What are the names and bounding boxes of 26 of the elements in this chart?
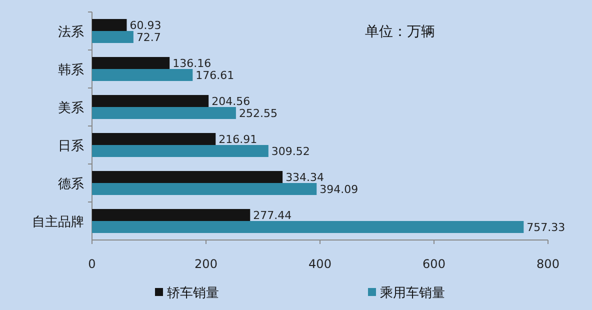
y-tick-label: 自主品牌 <box>32 214 84 230</box>
data-label: 309.52 <box>271 145 310 158</box>
data-label: 204.56 <box>212 95 250 108</box>
y-tick-label: 法系 <box>58 25 84 40</box>
legend-label: 乘用车销量 <box>380 286 445 301</box>
legend-label: 轿车销量 <box>167 286 219 301</box>
data-label: 277.44 <box>253 209 292 222</box>
y-tick-label: 韩系 <box>58 63 84 78</box>
data-label: 136.16 <box>172 57 212 70</box>
y-tick-label: 日系 <box>58 139 84 154</box>
x-tick-label: 200 <box>194 257 218 271</box>
x-tick-label: 0 <box>88 257 96 271</box>
x-tick-label: 800 <box>536 257 560 271</box>
x-tick-label: 400 <box>308 257 332 271</box>
data-label: 757.33 <box>526 221 566 234</box>
data-label: 334.34 <box>286 171 324 184</box>
data-label: 394.09 <box>320 183 358 196</box>
data-label: 176.61 <box>196 69 234 82</box>
x-tick-label: 600 <box>422 257 446 271</box>
annotation: 单位：万辆 <box>365 24 435 40</box>
data-label: 72.7 <box>136 31 161 44</box>
y-tick-label: 美系 <box>58 100 84 116</box>
data-label: 252.55 <box>238 107 278 120</box>
data-label: 216.91 <box>218 133 258 146</box>
y-tick-label: 德系 <box>58 177 84 192</box>
data-label: 60.93 <box>130 19 162 32</box>
